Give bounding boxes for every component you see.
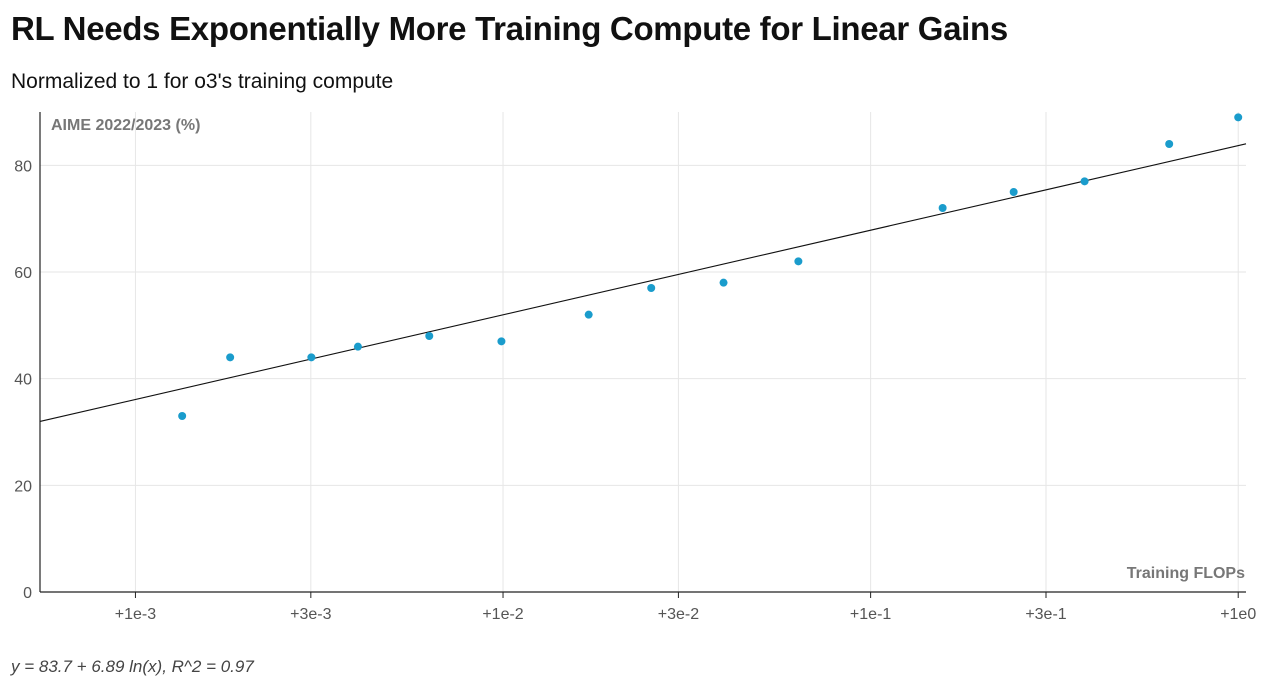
- grid-lines: [40, 112, 1246, 592]
- x-tick-label: +1e-3: [115, 606, 156, 623]
- y-tick-label: 20: [14, 478, 32, 495]
- trendline: [39, 143, 1247, 422]
- chart-subtitle: Normalized to 1 for o3's training comput…: [11, 70, 394, 93]
- data-points: [178, 113, 1243, 420]
- x-tick-label: +1e-2: [482, 606, 523, 623]
- data-point: [178, 412, 187, 420]
- x-axis-title: Training FLOPs: [1127, 565, 1245, 582]
- data-point: [226, 353, 235, 362]
- chart-title: RL Needs Exponentially More Training Com…: [11, 10, 1008, 47]
- data-point: [307, 353, 316, 362]
- data-point: [584, 310, 593, 319]
- trendline-equation: y = 83.7 + 6.89 ln(x), R^2 = 0.97: [11, 657, 254, 676]
- trendline-layer: [39, 143, 1247, 422]
- data-point: [1165, 140, 1174, 148]
- y-tick-label: 40: [14, 372, 32, 389]
- data-point: [353, 342, 362, 351]
- x-tick-label: +1e0: [1220, 606, 1256, 623]
- tick-labels: 0 20 40 60 80 +1e-3 +3e-3 +1e-2 +3e-2 +1e-1 +3e-1 +…: [14, 158, 1256, 623]
- x-tick-label: +3e-3: [290, 606, 331, 623]
- y-tick-label: 0: [23, 585, 32, 602]
- data-point: [719, 278, 728, 287]
- axes: [39, 112, 1246, 598]
- data-point: [1234, 113, 1243, 122]
- data-point: [1080, 177, 1089, 186]
- y-axis-title: AIME 2022/2023 (%): [51, 117, 200, 134]
- data-point: [425, 332, 434, 340]
- data-point: [794, 257, 803, 266]
- data-point: [497, 337, 506, 346]
- y-tick-label: 60: [14, 265, 32, 282]
- x-tick-label: +3e-1: [1025, 606, 1066, 623]
- x-tick-label: +1e-1: [850, 606, 891, 623]
- data-point: [1009, 188, 1018, 196]
- data-point: [938, 204, 947, 212]
- y-tick-label: 80: [14, 158, 32, 175]
- x-tick-label: +3e-2: [658, 606, 699, 623]
- data-point: [647, 284, 656, 292]
